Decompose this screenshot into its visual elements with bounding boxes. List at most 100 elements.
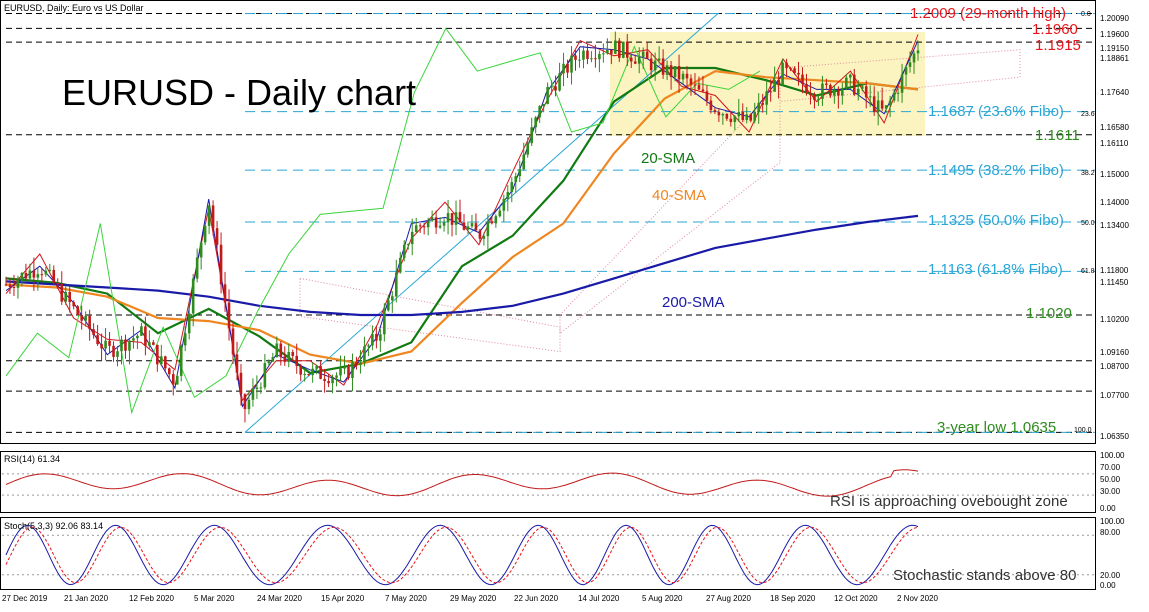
price-tick: 1.08700: [1100, 362, 1129, 371]
candle-body: [681, 73, 685, 80]
candle-body: [379, 334, 382, 341]
candle-body: [215, 228, 219, 245]
candle-body: [398, 257, 402, 273]
candle-body: [20, 272, 24, 280]
candle-body: [72, 302, 76, 307]
stoch-k-line: [5, 524, 919, 586]
rsi-note: RSI is approaching ovebought zone: [830, 493, 1068, 510]
candle-body: [809, 93, 812, 96]
candle-body: [785, 62, 788, 69]
ichimoku-cloud: [299, 49, 1021, 353]
candle-body: [781, 62, 784, 86]
candle-body: [84, 315, 87, 321]
candle-body: [753, 111, 757, 121]
candle-body: [550, 86, 553, 88]
candle-body: [621, 41, 625, 58]
candle-body: [745, 114, 749, 121]
level-label-high: 1.2009 (29-month high): [910, 5, 1066, 22]
fib-small-236: 23.6: [1081, 111, 1095, 118]
candle-body: [888, 100, 892, 106]
candle-body: [618, 40, 621, 58]
candle-body: [191, 278, 195, 314]
candle-body: [307, 374, 310, 376]
date-tick: 2 Nov 2020: [897, 594, 938, 603]
candle-body: [195, 257, 199, 279]
price-tick: 1.10200: [1100, 315, 1129, 324]
candle-body: [848, 74, 852, 78]
candle-body: [701, 89, 705, 92]
price-tick: 1.19150: [1100, 44, 1129, 53]
fib-label-500: 1.1325 (50.0% Fibo): [928, 212, 1064, 229]
fib-label-236: 1.1687 (23.6% Fibo): [928, 103, 1064, 120]
candle-body: [271, 357, 275, 362]
candle-body: [211, 205, 215, 229]
candle-body: [817, 98, 820, 101]
candle-body: [148, 342, 151, 346]
candle-body: [275, 343, 279, 358]
candle-body: [494, 216, 498, 224]
candle-body: [562, 63, 565, 74]
price-tick: 1.19600: [1100, 30, 1129, 39]
fib-label-382: 1.1495 (38.2% Fibo): [928, 162, 1064, 179]
candle-body: [92, 329, 95, 336]
candle-body: [677, 66, 681, 80]
candle-body: [717, 111, 721, 116]
date-tick: 12 Feb 2020: [129, 594, 174, 603]
candle-body: [136, 335, 139, 339]
candle-body: [100, 344, 103, 349]
candle-body: [737, 112, 741, 117]
rsi-tick: 30.00: [1100, 487, 1121, 496]
candle-body: [845, 77, 848, 89]
candle-body: [554, 86, 557, 91]
candle-body: [359, 362, 362, 366]
rsi-panel-frame: [0, 451, 1096, 513]
price-tick: 1.15000: [1100, 170, 1129, 179]
candle-body: [299, 366, 303, 375]
cloud-span: [299, 277, 561, 353]
stoch-tick: 100.00: [1100, 517, 1125, 526]
candle-body: [657, 58, 661, 61]
rsi-line: [5, 469, 919, 497]
candle-body: [868, 96, 872, 98]
price-tick: 1.16580: [1100, 123, 1129, 132]
price-tick: 1.20090: [1100, 14, 1129, 23]
candle-body: [124, 339, 127, 351]
candle-body: [183, 333, 187, 346]
candle-body: [510, 182, 514, 193]
candle-body: [614, 40, 617, 54]
candle-body: [661, 58, 665, 75]
candle-body: [68, 291, 72, 303]
candle-body: [323, 378, 326, 382]
candle-body: [442, 222, 446, 226]
candle-body: [625, 41, 629, 58]
candle-body: [852, 74, 856, 95]
candle-body: [777, 79, 780, 86]
candle-body: [546, 86, 549, 104]
fib-label-618: 1.1163 (61.8% Fibo): [928, 261, 1063, 278]
candle-body: [319, 366, 322, 379]
candle-body: [458, 212, 462, 223]
candle-body: [896, 92, 900, 94]
candle-body: [697, 84, 701, 90]
candle-body: [44, 270, 48, 275]
candle-body: [558, 73, 561, 91]
candle-body: [825, 83, 828, 85]
candle-body: [629, 57, 633, 62]
candle-body: [24, 272, 28, 279]
candle-body: [383, 310, 386, 335]
candle-body: [482, 236, 486, 239]
candle-body: [171, 374, 175, 385]
candle-body: [578, 59, 581, 61]
stoch-d-line: [5, 526, 919, 584]
price-tick: 1.09160: [1100, 348, 1129, 357]
candle-body: [430, 217, 434, 221]
candle-body: [16, 279, 20, 288]
candle-body: [705, 91, 709, 101]
candle-body: [406, 244, 410, 246]
candle-body: [653, 60, 657, 71]
candle-body: [426, 220, 430, 228]
candle-body: [566, 63, 569, 73]
candle-body: [140, 326, 143, 336]
candle-body: [610, 49, 613, 54]
